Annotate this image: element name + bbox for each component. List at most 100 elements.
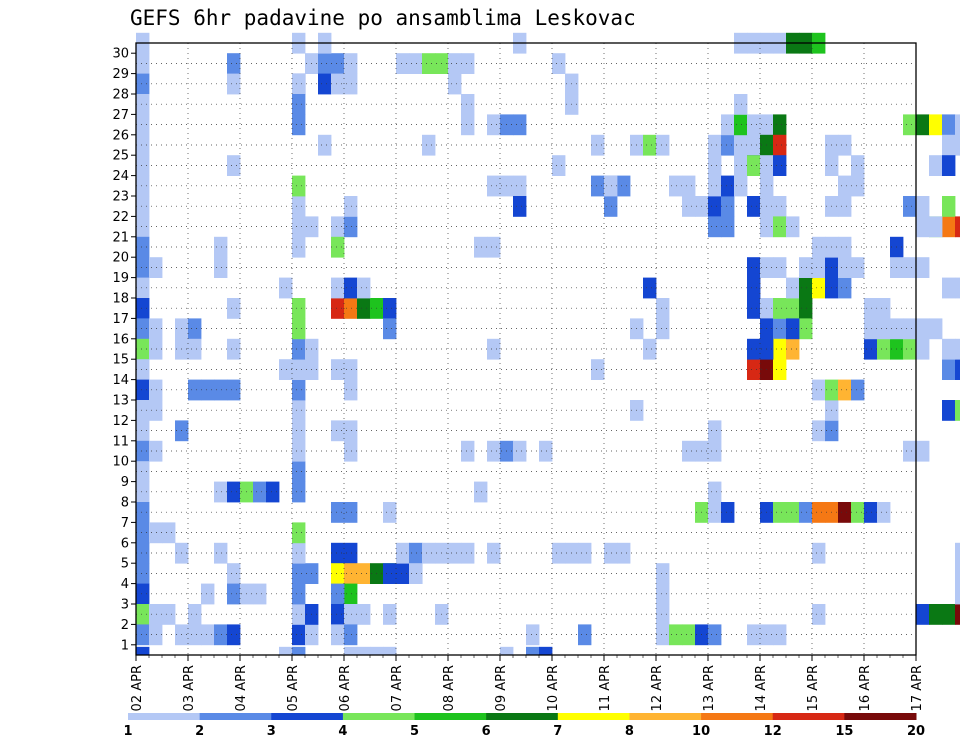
y-tick-label: 29 xyxy=(112,67,129,82)
heatmap-cell xyxy=(292,440,306,462)
heatmap-cell xyxy=(357,298,371,319)
y-tick-label: 8 xyxy=(121,496,129,511)
heatmap-cell xyxy=(682,624,696,646)
y-tick-label: 16 xyxy=(112,332,129,347)
heatmap-cell xyxy=(149,604,163,625)
heatmap-cell xyxy=(149,400,163,421)
y-tick-label: 23 xyxy=(112,190,129,205)
y-tick-label: 12 xyxy=(112,414,129,429)
heatmap-cell xyxy=(136,196,150,217)
colorbar-label: 5 xyxy=(410,724,419,739)
x-tick-label: 05 APR xyxy=(286,665,301,711)
heatmap-cell xyxy=(916,114,930,136)
heatmap-cell xyxy=(136,318,150,340)
heatmap-cell xyxy=(292,379,306,401)
y-tick-label: 9 xyxy=(121,475,129,490)
heatmap-cell xyxy=(292,646,306,656)
y-tick-label: 22 xyxy=(112,210,129,225)
heatmap-cell xyxy=(201,379,215,401)
heatmap-cell xyxy=(136,440,150,462)
colorbar-label: 8 xyxy=(625,724,634,739)
heatmap-cell xyxy=(344,379,358,401)
colorbar-label: 3 xyxy=(267,724,276,739)
heatmap-cell xyxy=(513,440,527,462)
heatmap-cell xyxy=(747,155,761,176)
heatmap-cell xyxy=(201,624,215,646)
x-tick-label: 08 APR xyxy=(442,665,457,711)
heatmap-cell xyxy=(292,461,306,482)
y-tick-label: 18 xyxy=(112,292,129,307)
heatmap-cell xyxy=(383,298,397,319)
heatmap-cell xyxy=(331,277,345,299)
y-tick-label: 10 xyxy=(112,455,129,470)
heatmap-cell xyxy=(643,134,657,156)
heatmap-cell xyxy=(708,216,722,238)
y-tick-label: 19 xyxy=(112,271,129,286)
heatmap-cell xyxy=(292,73,306,95)
heatmap-cell xyxy=(487,440,501,462)
heatmap-cell xyxy=(149,522,163,544)
x-tick-label: 17 APR xyxy=(910,665,925,711)
heatmap-cell xyxy=(331,502,345,523)
heatmap-cell xyxy=(461,114,475,136)
x-tick-label: 13 APR xyxy=(702,665,717,711)
heatmap-cell xyxy=(136,114,150,136)
heatmap-cell xyxy=(916,196,930,217)
heatmap-cell xyxy=(955,400,960,421)
heatmap-cell xyxy=(773,114,787,136)
heatmap-cell xyxy=(955,338,960,360)
heatmap-cell xyxy=(604,175,618,197)
heatmap-cell xyxy=(916,338,930,360)
heatmap-cell xyxy=(786,216,800,238)
colorbar-segment xyxy=(629,713,702,720)
heatmap-cell xyxy=(344,542,358,564)
heatmap-cell xyxy=(955,359,960,380)
heatmap-cell xyxy=(214,236,228,258)
x-tick-label: 03 APR xyxy=(182,665,197,711)
heatmap-cell xyxy=(279,277,293,299)
heatmap-cell xyxy=(864,338,878,360)
heatmap-cell xyxy=(708,155,722,176)
heatmap-cell xyxy=(955,563,960,584)
heatmap-cell xyxy=(292,542,306,564)
heatmap-cell xyxy=(383,318,397,340)
colorbar-label: 12 xyxy=(764,724,782,739)
colorbar-segment xyxy=(772,713,845,720)
heatmap-cell xyxy=(292,420,306,442)
heatmap-cell xyxy=(136,522,150,544)
heatmap-cell xyxy=(344,563,358,584)
heatmap-cell xyxy=(929,318,943,340)
heatmap-cell xyxy=(955,134,960,156)
x-tick-label: 16 APR xyxy=(858,665,873,711)
heatmap-cell xyxy=(136,277,150,299)
heatmap-cell xyxy=(656,583,670,605)
heatmap-cell xyxy=(773,318,787,340)
heatmap-cell xyxy=(136,461,150,482)
heatmap-cell xyxy=(942,338,956,360)
heatmap-cell xyxy=(292,216,306,238)
heatmap-cell xyxy=(903,338,917,360)
heatmap-cell xyxy=(344,53,358,74)
heatmap-cell xyxy=(708,502,722,523)
heatmap-cell xyxy=(136,604,150,625)
heatmap-cell xyxy=(448,53,462,74)
x-tick-label: 07 APR xyxy=(390,665,405,711)
heatmap-cell xyxy=(916,318,930,340)
colorbar-label: 1 xyxy=(123,724,132,739)
heatmap-cell xyxy=(461,94,475,115)
heatmap-cell xyxy=(188,338,202,360)
x-tick-label: 14 APR xyxy=(754,665,769,711)
heatmap-cell xyxy=(812,604,826,625)
heatmap-cell xyxy=(344,604,358,625)
y-tick-label: 7 xyxy=(121,516,129,531)
heatmap-cell xyxy=(552,155,566,176)
heatmap-cell xyxy=(929,216,943,238)
y-tick-label: 3 xyxy=(121,598,129,613)
heatmap-cell xyxy=(812,257,826,278)
heatmap-cell xyxy=(292,522,306,544)
heatmap-cell xyxy=(474,236,488,258)
heatmap-cell xyxy=(734,94,748,115)
heatmap-cell xyxy=(136,624,150,646)
heatmap-cell xyxy=(916,216,930,238)
heatmap-cell xyxy=(487,236,501,258)
